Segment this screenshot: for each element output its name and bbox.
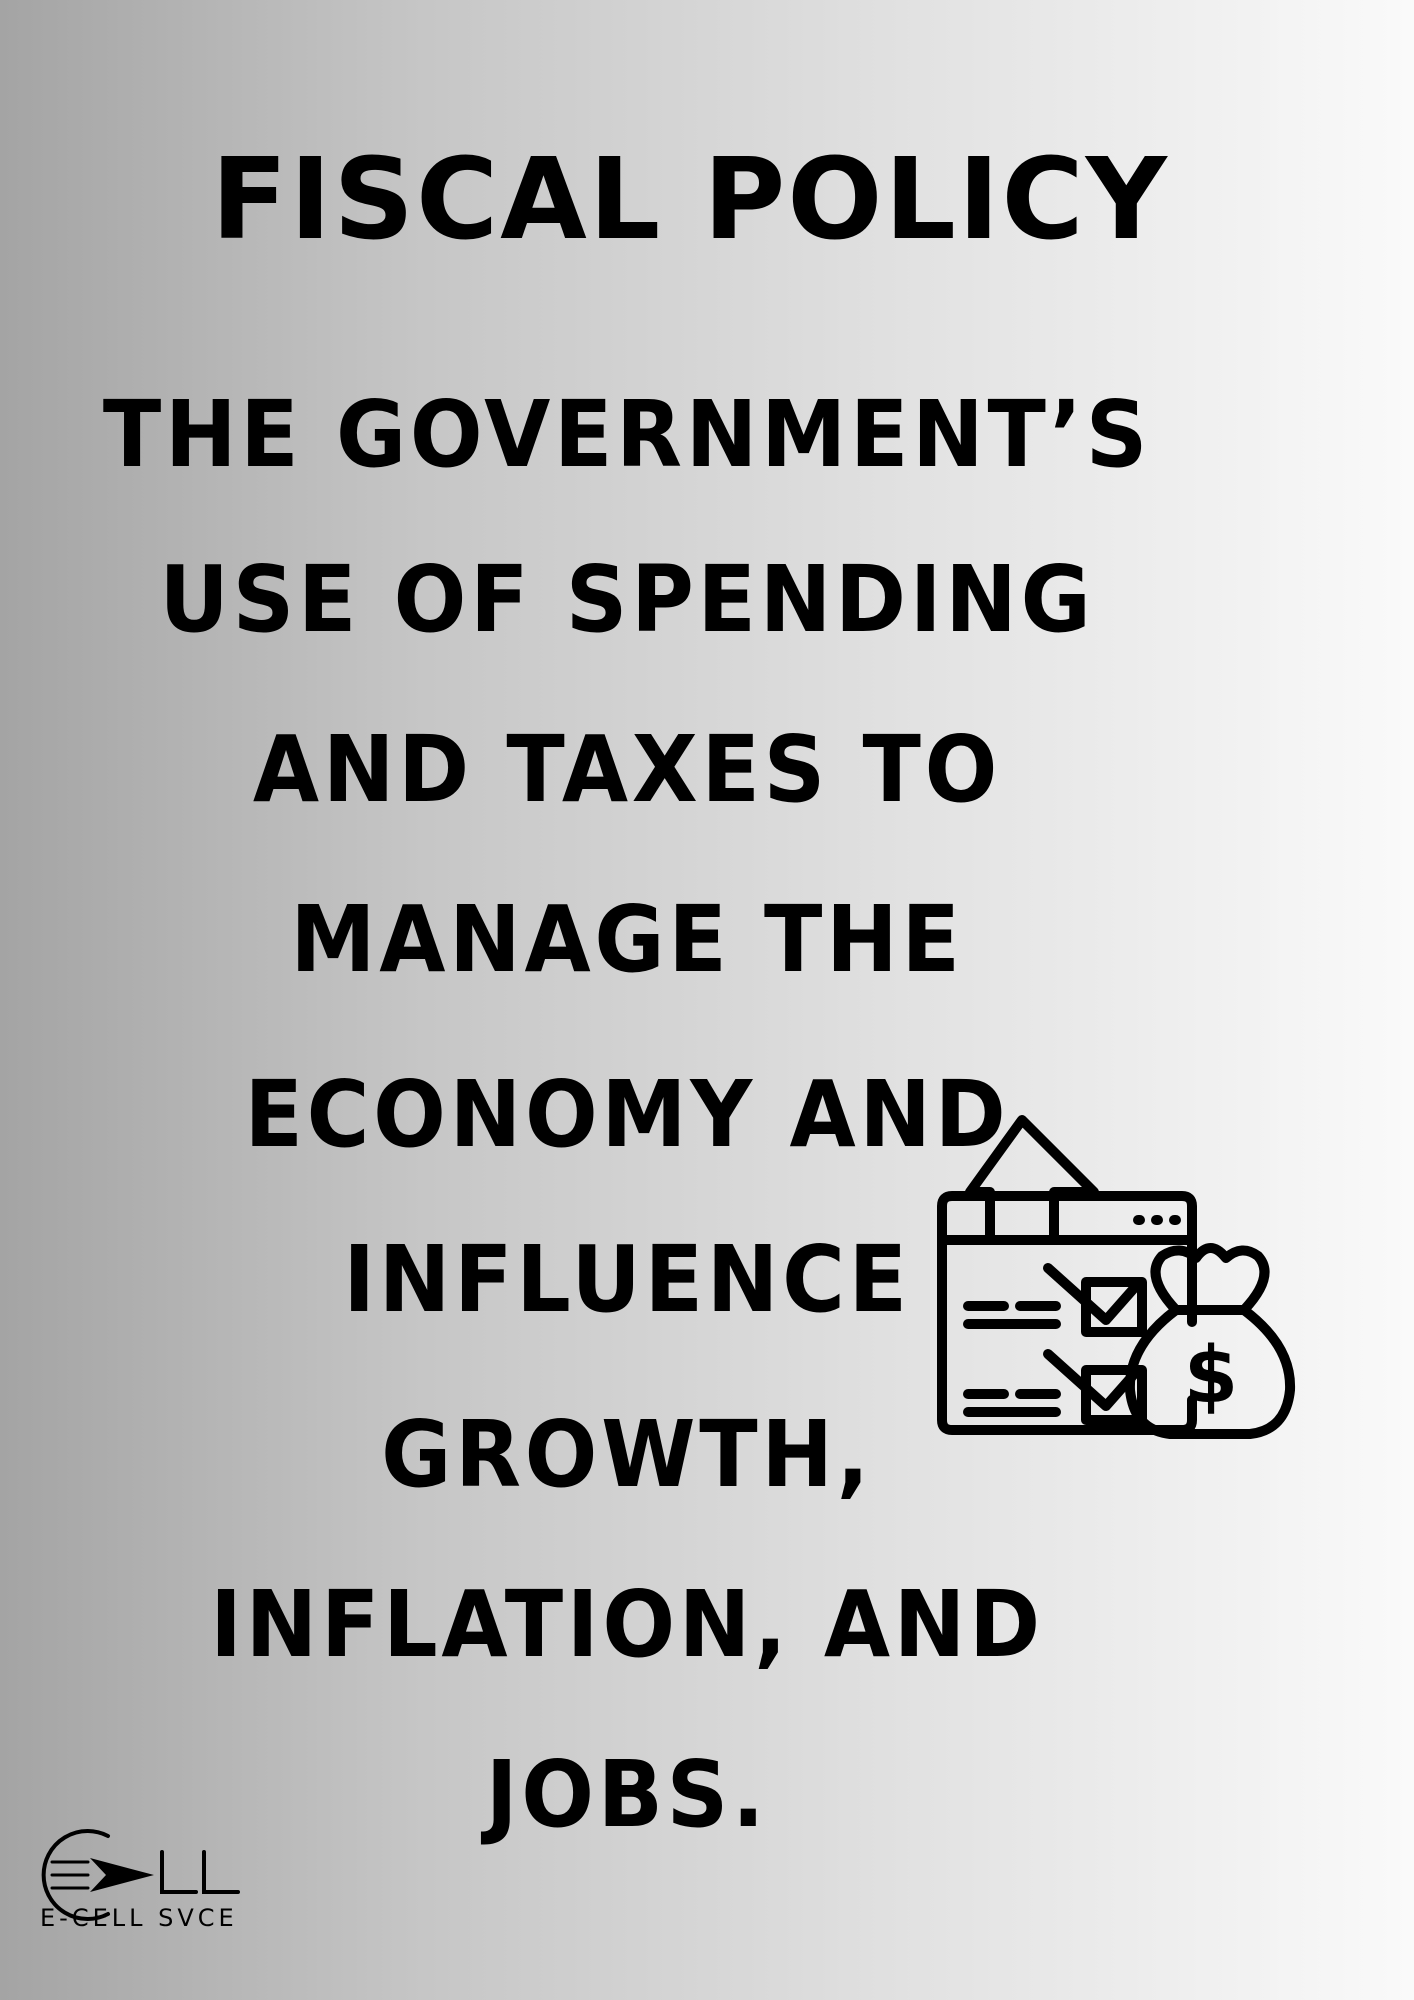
definition-line: USE OF SPENDING <box>159 546 1095 653</box>
definition-line: MANAGE THE <box>290 886 964 993</box>
checkmark-icon <box>1043 1349 1141 1411</box>
definition-line: GROWTH, <box>381 1401 873 1508</box>
dollar-sign: $ <box>1184 1331 1238 1421</box>
logo-arc-icon <box>41 1829 110 1921</box>
poster-title: FISCAL POLICY <box>211 135 1169 265</box>
definition-line: JOBS. <box>485 1741 769 1848</box>
up-arrow-icon <box>965 1115 1099 1245</box>
document-icon <box>937 1191 1197 1435</box>
definition-line: THE GOVERNMENT’S <box>102 381 1152 488</box>
budget-checklist-money-bag-icon: $ <box>937 1115 1296 1439</box>
ecell-logo <box>41 1829 240 1921</box>
checkbox-icon <box>1081 1365 1147 1425</box>
money-bag-icon <box>1150 1243 1270 1315</box>
checkmark-icon <box>1043 1263 1141 1325</box>
definition-line: AND TAXES TO <box>252 716 1002 823</box>
definition-line: INFLUENCE <box>343 1226 911 1333</box>
definition-line: INFLATION, AND <box>210 1571 1044 1678</box>
logo-arrow-icon <box>90 1858 154 1892</box>
logo-caption: E-CELL SVCE <box>40 1904 238 1932</box>
definition-line: ECONOMY AND <box>244 1061 1010 1168</box>
